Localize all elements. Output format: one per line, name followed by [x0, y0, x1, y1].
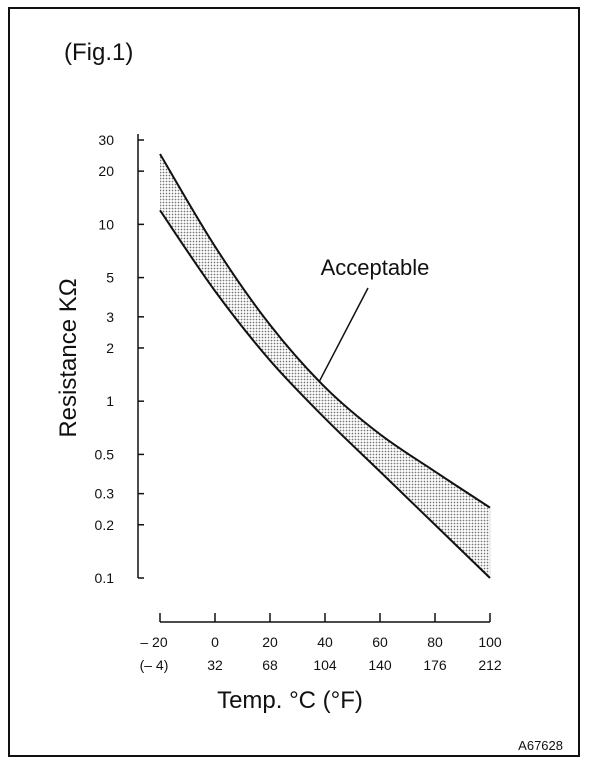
x-axis-label: Temp. °C (°F): [217, 687, 363, 714]
y-tick-label: 10: [98, 216, 114, 232]
acceptable-band: [160, 154, 490, 579]
figure-code: A67628: [518, 738, 563, 753]
x-tick-label-fahrenheit: 68: [262, 657, 278, 673]
x-tick-label-fahrenheit: 176: [423, 657, 447, 673]
y-tick-label: 0.2: [95, 517, 115, 533]
y-tick-label: 3: [106, 309, 114, 325]
y-tick-label: 30: [98, 132, 114, 148]
y-tick-label: 5: [106, 270, 114, 286]
x-tick-label-celsius: 40: [317, 634, 333, 650]
x-tick-label-fahrenheit: (– 4): [140, 657, 169, 673]
x-tick-label-fahrenheit: 212: [478, 657, 502, 673]
y-tick-label: 2: [106, 340, 114, 356]
annotation-leader-line: [318, 287, 369, 382]
y-tick-label: 0.1: [95, 570, 115, 586]
annotation-acceptable: Acceptable: [321, 255, 430, 280]
x-tick-label-celsius: 60: [372, 634, 388, 650]
x-tick-label-fahrenheit: 104: [313, 657, 337, 673]
x-tick-label-fahrenheit: 32: [207, 657, 223, 673]
figure-label: (Fig.1): [64, 39, 133, 66]
lower-limit-curve: [159, 209, 491, 579]
plot-area: 0.1 0.2 0.3 0.5 1 2 3 5 10 20 30 – 20 (– 4) 0 32 20 68 40…: [95, 132, 502, 673]
y-tick-label: 20: [98, 163, 114, 179]
y-axis-label: Resistance KΩ: [55, 278, 82, 437]
x-tick-label-celsius: 100: [478, 634, 502, 650]
x-tick-label-celsius: 0: [211, 634, 219, 650]
x-tick-label-celsius: 20: [262, 634, 278, 650]
x-tick-label-celsius: 80: [427, 634, 443, 650]
x-tick-label-fahrenheit: 140: [368, 657, 392, 673]
y-tick-label: 0.5: [95, 446, 115, 462]
upper-limit-curve: [159, 153, 491, 509]
y-tick-label: 0.3: [95, 486, 115, 502]
x-tick-label-celsius: – 20: [140, 634, 167, 650]
y-tick-label: 1: [106, 393, 114, 409]
